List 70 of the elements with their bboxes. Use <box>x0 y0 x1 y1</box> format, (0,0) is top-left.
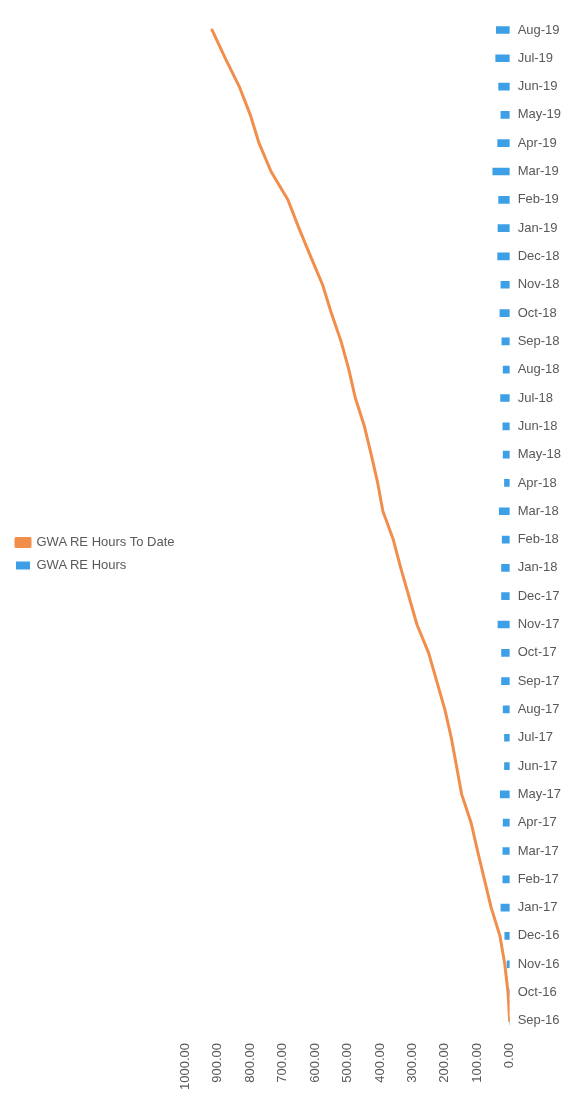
y-tick-label: Feb-18 <box>517 531 559 547</box>
bar <box>501 648 510 657</box>
y-tick-label: Aug-18 <box>517 361 560 377</box>
y-tick-label: Mar-18 <box>517 502 559 518</box>
y-tick-label: Jul-19 <box>517 49 554 65</box>
x-tick-label: 800.00 <box>241 1043 257 1083</box>
y-tick-label: Mar-17 <box>517 842 559 858</box>
x-tick-label: 300.00 <box>403 1043 419 1083</box>
y-tick-label: Jan-18 <box>517 559 558 575</box>
bar <box>496 26 510 34</box>
bar <box>501 592 510 601</box>
y-tick-label: Sep-17 <box>517 672 560 688</box>
bar <box>504 932 510 940</box>
y-tick-label: Oct-18 <box>517 304 557 320</box>
x-tick-label: 200.00 <box>436 1043 452 1083</box>
y-tick-label: Jun-19 <box>517 78 558 94</box>
y-tick-label: Apr-17 <box>517 814 557 830</box>
y-tick-label: Dec-17 <box>517 587 560 603</box>
bar <box>501 677 510 685</box>
x-tick-label: 600.00 <box>306 1043 322 1083</box>
x-tick-label: 700.00 <box>274 1043 290 1083</box>
y-tick-label: May-17 <box>517 785 562 801</box>
y-tick-label: Nov-18 <box>517 276 560 292</box>
bar <box>500 111 510 119</box>
bar <box>497 224 510 232</box>
y-tick-label: Sep-18 <box>517 332 560 348</box>
x-tick-label: 500.00 <box>339 1043 355 1083</box>
y-tick-label: Jun-17 <box>517 757 558 773</box>
y-tick-label: Jan-19 <box>517 219 558 235</box>
legend-label: GWA RE Hours To Date <box>36 534 175 550</box>
y-tick-label: Feb-17 <box>517 870 559 886</box>
y-tick-label: Oct-16 <box>517 984 557 1000</box>
y-tick-label: Apr-18 <box>517 474 557 490</box>
bar <box>497 139 510 148</box>
x-tick-label: 900.00 <box>209 1043 225 1083</box>
y-tick-label: Nov-16 <box>517 955 560 971</box>
x-tick-label: 0.00 <box>501 1043 517 1069</box>
bar <box>499 309 510 317</box>
y-tick-label: Jul-18 <box>517 389 554 405</box>
y-tick-label: Feb-19 <box>517 191 559 207</box>
bar <box>501 564 510 572</box>
bar <box>504 479 510 487</box>
y-tick-label: Nov-17 <box>517 616 560 632</box>
y-tick-label: Jul-17 <box>517 729 554 745</box>
bar <box>492 167 510 176</box>
bar <box>495 54 510 63</box>
y-tick-label: Mar-19 <box>517 163 559 179</box>
bar <box>504 733 510 742</box>
y-tick-label: Aug-17 <box>517 701 560 717</box>
bar <box>498 507 510 516</box>
bar <box>502 365 510 374</box>
x-tick-label: 100.00 <box>468 1043 484 1083</box>
y-tick-label: Aug-19 <box>517 21 560 37</box>
x-tick-label: 400.00 <box>371 1043 387 1083</box>
y-tick-label: Dec-16 <box>517 927 560 943</box>
bar <box>500 394 510 402</box>
y-tick-label: Apr-19 <box>517 134 557 150</box>
bar <box>498 195 510 204</box>
y-tick-label: Jun-18 <box>517 417 558 433</box>
bar <box>500 280 510 289</box>
x-tick-label: 1000.00 <box>177 1043 193 1091</box>
y-tick-label: Dec-18 <box>517 248 560 264</box>
y-tick-label: May-18 <box>517 446 562 462</box>
y-tick-label: Sep-16 <box>517 1012 560 1028</box>
bar <box>502 818 510 827</box>
y-tick-label: May-19 <box>517 106 562 122</box>
y-tick-label: Jan-17 <box>517 899 558 915</box>
y-tick-label: Oct-17 <box>517 644 557 660</box>
legend-label: GWA RE Hours <box>36 557 127 573</box>
bar <box>504 762 510 770</box>
